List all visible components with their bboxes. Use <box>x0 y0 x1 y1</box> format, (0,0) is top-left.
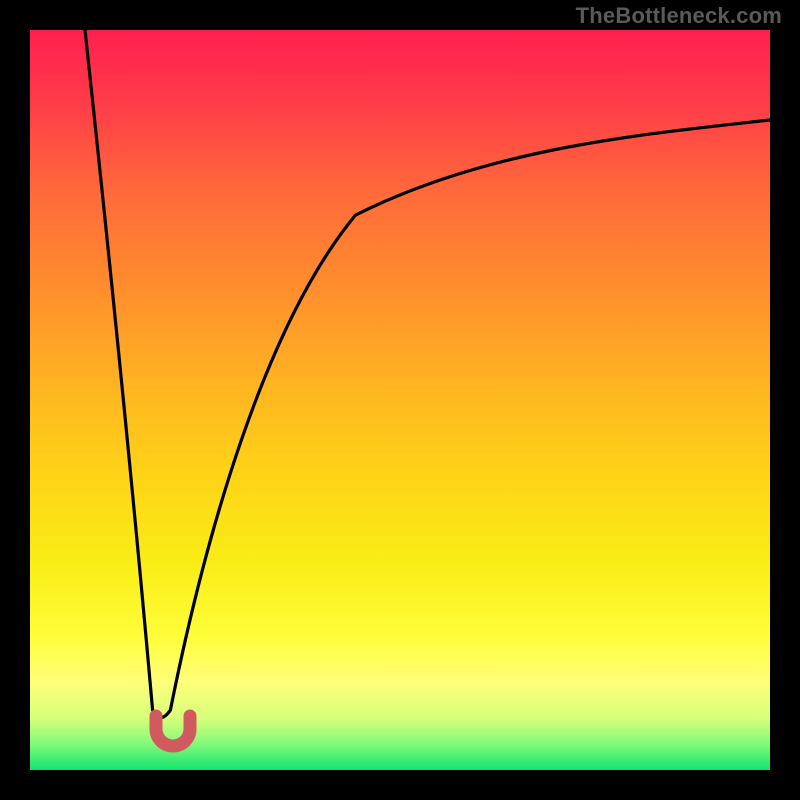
chart-stage: TheBottleneck.com <box>0 0 800 800</box>
plot-area <box>30 30 770 770</box>
bottleneck-chart <box>0 0 800 800</box>
watermark-text: TheBottleneck.com <box>576 3 782 29</box>
